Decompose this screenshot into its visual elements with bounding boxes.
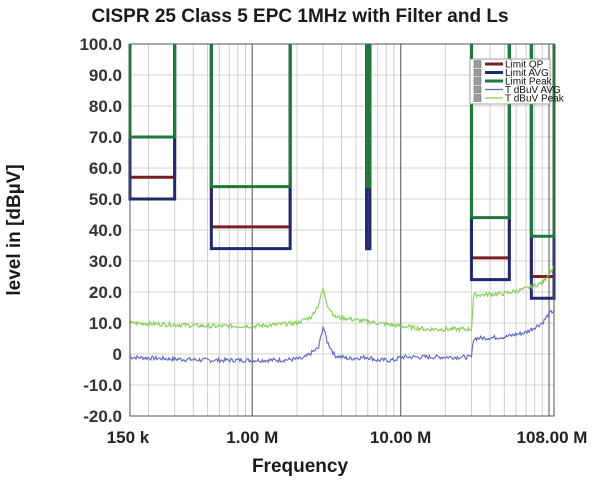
y-tick-label: 40.0 <box>89 221 122 240</box>
legend-label: Limit QP <box>505 60 544 71</box>
legend-marker <box>473 94 482 102</box>
x-axis-ticks: 150 k 1.00 M 10.00 M 108.00 M <box>107 428 588 447</box>
legend-label: Limit AVG <box>505 68 549 79</box>
y-axis-label: level in [dBµV] <box>4 164 25 295</box>
limit-band-limit-peak <box>209 44 292 189</box>
y-tick-label: -20.0 <box>83 407 122 426</box>
plot-frame <box>129 43 555 417</box>
y-tick-label: 70.0 <box>89 128 122 147</box>
legend-label: T dBuV AVG <box>505 85 561 96</box>
legend-box <box>469 58 551 105</box>
y-tick-label: 80.0 <box>89 97 122 116</box>
y-tick-label: -10.0 <box>83 376 122 395</box>
x-tick-label: 10.00 M <box>370 428 431 447</box>
y-tick-label: 100.0 <box>79 35 122 54</box>
legend-marker <box>473 68 482 77</box>
y-tick-label: 60.0 <box>89 159 122 178</box>
x-tick-label: 1.00 M <box>226 428 278 447</box>
legend-label: Limit Peak <box>505 77 553 88</box>
limit-band-limit-peak <box>469 44 511 220</box>
grid <box>130 43 554 417</box>
trace-lines <box>129 266 555 364</box>
limit-band-limit-peak <box>365 44 372 189</box>
trace-t-dbuv-peak <box>129 266 555 333</box>
y-tick-label: 90.0 <box>89 66 122 85</box>
y-tick-label: 50.0 <box>89 190 122 209</box>
y-tick-label: 30.0 <box>89 252 122 271</box>
x-tick-label: 108.00 M <box>517 428 588 447</box>
legend-marker <box>473 77 482 85</box>
y-tick-label: 20.0 <box>89 283 122 302</box>
y-tick-label: 0 <box>113 345 122 364</box>
chart-title: CISPR 25 Class 5 EPC 1MHz with Filter an… <box>91 6 508 27</box>
y-tick-label: 10.0 <box>89 314 122 333</box>
y-axis-ticks: 100.0 90.0 80.0 70.0 60.0 50.0 40.0 30.0 20.0 10.… <box>79 35 122 426</box>
limit-lines <box>128 44 556 300</box>
x-tick-label: 150 k <box>107 428 150 447</box>
legend-label: T dBuV Peak <box>505 94 565 105</box>
legend-marker <box>473 85 482 94</box>
x-axis-label: Frequency <box>252 456 349 477</box>
legend-marker <box>473 60 482 68</box>
trace-t-dbuv-avg <box>129 309 555 364</box>
